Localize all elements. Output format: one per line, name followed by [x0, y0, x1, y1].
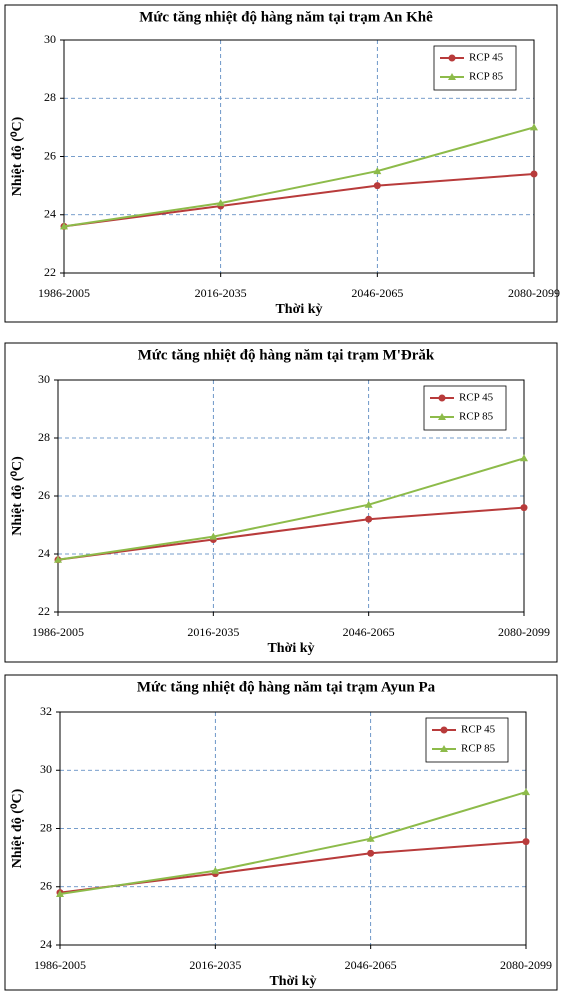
x-tick-label: 2046-2065: [343, 625, 395, 639]
plot-area: [59, 711, 527, 946]
marker: [367, 849, 375, 857]
series-line: [63, 126, 535, 228]
x-tick-label: 2016-2035: [195, 286, 247, 300]
marker: [530, 170, 538, 178]
chart-title: Mức tăng nhiệt độ hàng năm tại trạm Ayun…: [137, 679, 436, 695]
plot-area: [63, 39, 535, 274]
y-tick-label: 24: [40, 937, 52, 951]
legend-label: RCP 85: [461, 743, 496, 755]
marker: [366, 834, 375, 842]
marker: [440, 726, 448, 734]
y-tick-label: 26: [40, 879, 52, 893]
x-axis-label: Thời kỳ: [275, 302, 322, 317]
y-tick-label: 26: [44, 148, 56, 162]
series-line: [63, 172, 535, 228]
y-axis-label: Nhiệt độ (⁰C): [10, 788, 25, 868]
series-line: [57, 457, 525, 561]
chart: Mức tăng nhiệt độ hàng năm tại trạm M'Đr…: [4, 342, 558, 663]
x-tick-label: 1986-2005: [38, 286, 90, 300]
legend-box: [425, 717, 509, 763]
marker: [54, 555, 62, 563]
marker: [522, 788, 530, 796]
marker: [448, 54, 456, 62]
marker: [438, 394, 446, 402]
legend-label: RCP 85: [469, 71, 504, 83]
y-tick-label: 28: [44, 90, 56, 104]
y-axis-label: Nhiệt độ (⁰C): [10, 116, 25, 196]
legend-label: RCP 45: [469, 52, 504, 64]
marker: [522, 838, 530, 846]
y-tick-label: 22: [38, 604, 50, 618]
y-tick-label: 30: [40, 762, 52, 776]
y-tick-label: 26: [38, 488, 50, 502]
x-tick-label: 2016-2035: [189, 958, 241, 972]
marker: [520, 454, 528, 462]
marker: [530, 123, 538, 131]
y-axis-label: Nhiệt độ (⁰C): [10, 456, 25, 536]
x-tick-label: 1986-2005: [32, 625, 84, 639]
x-tick-label: 2080-2099: [508, 286, 560, 300]
y-tick-label: 30: [38, 372, 50, 386]
y-tick-label: 22: [44, 265, 56, 279]
legend-label: RCP 45: [459, 392, 494, 404]
chart: Mức tăng nhiệt độ hàng năm tại trạm Ayun…: [4, 674, 558, 991]
series-line: [57, 506, 525, 561]
y-tick-label: 24: [44, 207, 56, 221]
chart-title: Mức tăng nhiệt độ hàng năm tại trạm An K…: [139, 9, 433, 25]
marker: [365, 515, 373, 523]
marker: [364, 500, 373, 508]
marker: [440, 745, 448, 752]
y-tick-label: 28: [38, 430, 50, 444]
marker: [216, 199, 225, 207]
legend-label: RCP 85: [459, 411, 494, 423]
y-tick-label: 32: [40, 704, 52, 718]
x-tick-label: 2016-2035: [187, 625, 239, 639]
series-line: [59, 791, 527, 896]
chart-title: Mức tăng nhiệt độ hàng năm tại trạm M'Đr…: [138, 347, 435, 363]
y-tick-label: 24: [38, 546, 50, 560]
marker: [373, 182, 381, 190]
chart: Mức tăng nhiệt độ hàng năm tại trạm An K…: [4, 4, 560, 323]
legend-box: [433, 45, 517, 91]
marker: [60, 222, 68, 230]
marker: [373, 167, 382, 175]
legend-box: [423, 385, 507, 431]
x-tick-label: 2046-2065: [345, 958, 397, 972]
x-tick-label: 2046-2065: [351, 286, 403, 300]
marker: [211, 866, 220, 874]
y-tick-label: 30: [44, 32, 56, 46]
marker: [520, 504, 528, 512]
y-tick-label: 28: [40, 820, 52, 834]
marker: [209, 532, 218, 540]
marker: [438, 413, 446, 420]
x-axis-label: Thời kỳ: [269, 974, 316, 989]
x-tick-label: 2080-2099: [500, 958, 552, 972]
x-tick-label: 1986-2005: [34, 958, 86, 972]
x-axis-label: Thời kỳ: [267, 641, 314, 656]
legend-label: RCP 45: [461, 724, 496, 736]
marker: [56, 890, 64, 898]
marker: [448, 73, 456, 80]
x-tick-label: 2080-2099: [498, 625, 550, 639]
plot-area: [57, 379, 525, 613]
